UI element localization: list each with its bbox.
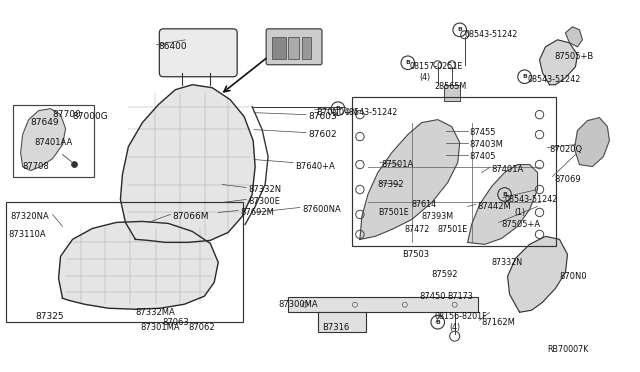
Text: 87020Q: 87020Q [550, 145, 582, 154]
Text: 87325: 87325 [36, 312, 64, 321]
Text: 87000G: 87000G [72, 112, 108, 121]
Text: (4): (4) [420, 73, 431, 82]
Polygon shape [20, 109, 65, 170]
Bar [318, 312, 366, 332]
Text: B: B [435, 320, 440, 325]
Text: 87472: 87472 [405, 225, 430, 234]
Polygon shape [575, 118, 609, 167]
FancyBboxPatch shape [266, 29, 322, 65]
FancyBboxPatch shape [159, 29, 237, 77]
Text: B: B [457, 27, 462, 32]
Polygon shape [566, 27, 582, 47]
Text: 87393M: 87393M [422, 212, 454, 221]
Text: 87301MA: 87301MA [140, 323, 180, 332]
Text: 87602: 87602 [308, 130, 337, 139]
Text: 87501A: 87501A [382, 160, 414, 169]
Text: 87592: 87592 [432, 270, 458, 279]
Text: B7503: B7503 [402, 250, 429, 259]
Text: B70N0+N: B70N0+N [316, 108, 357, 117]
Text: 87501E: 87501E [438, 225, 468, 234]
Text: RB70007K: RB70007K [547, 344, 589, 354]
Polygon shape [59, 221, 218, 309]
Text: 08543-51242: 08543-51242 [465, 31, 518, 39]
Text: 87505+B: 87505+B [554, 52, 594, 61]
Text: 87649: 87649 [31, 118, 60, 127]
Text: 86400: 86400 [158, 42, 187, 51]
Text: B7640+A: B7640+A [295, 162, 335, 171]
Bar [352, 97, 557, 246]
Text: 28565M: 28565M [435, 82, 467, 91]
Text: B7173: B7173 [448, 292, 474, 301]
Text: 87332N: 87332N [248, 185, 282, 194]
Text: 87405: 87405 [470, 152, 496, 161]
Polygon shape [468, 164, 538, 244]
Bar [444, 85, 460, 101]
Text: 87403M: 87403M [470, 140, 504, 149]
Bar [288, 37, 299, 59]
Text: 87600NA: 87600NA [302, 205, 340, 214]
Text: 87505+A: 87505+A [502, 220, 541, 229]
Text: 87062: 87062 [188, 323, 215, 332]
Text: 87401A: 87401A [492, 165, 524, 174]
Text: 87700: 87700 [52, 110, 81, 119]
Bar [302, 37, 311, 59]
Text: 87401AA: 87401AA [35, 138, 73, 147]
Text: 873110A: 873110A [9, 230, 46, 239]
Text: B: B [522, 74, 527, 79]
Bar [272, 37, 286, 59]
Text: 08543-51242: 08543-51242 [504, 195, 558, 204]
Text: 87332MA: 87332MA [136, 308, 175, 317]
Text: B: B [335, 106, 340, 111]
Text: 87162M: 87162M [482, 318, 516, 327]
Bar [288, 297, 477, 312]
Polygon shape [120, 85, 255, 243]
Text: 08157-0251E: 08157-0251E [410, 62, 463, 71]
Text: 87450: 87450 [420, 292, 446, 301]
Text: B: B [405, 60, 410, 65]
Text: 87614: 87614 [412, 200, 437, 209]
Text: 87300E: 87300E [248, 197, 280, 206]
Text: 08543-51242: 08543-51242 [345, 108, 398, 117]
Text: 08543-51242: 08543-51242 [527, 75, 581, 84]
Text: 87069: 87069 [554, 175, 581, 184]
Text: 87708: 87708 [22, 162, 49, 171]
Bar [6, 202, 243, 322]
Text: 08156-8201F: 08156-8201F [435, 312, 488, 321]
Text: B: B [502, 192, 507, 197]
Text: 87332N: 87332N [492, 258, 523, 267]
Polygon shape [540, 40, 577, 85]
Text: 87442M: 87442M [477, 202, 511, 211]
Circle shape [72, 161, 77, 167]
Text: 87455: 87455 [470, 128, 496, 137]
Text: 87603: 87603 [308, 112, 337, 121]
Text: 87692M: 87692M [240, 208, 274, 217]
Text: (1): (1) [515, 208, 525, 217]
Polygon shape [508, 236, 568, 312]
Text: B7316: B7316 [322, 323, 349, 332]
Text: 87063: 87063 [163, 318, 189, 327]
Text: 870N0: 870N0 [559, 272, 587, 281]
Text: 87066M: 87066M [172, 212, 209, 221]
Polygon shape [360, 120, 460, 240]
Text: 87300MA: 87300MA [278, 300, 317, 309]
Text: B7501E: B7501E [378, 208, 408, 217]
Text: (4): (4) [450, 323, 461, 332]
Bar [13, 105, 95, 177]
Text: 87320NA: 87320NA [11, 212, 49, 221]
Text: 87392: 87392 [378, 180, 404, 189]
